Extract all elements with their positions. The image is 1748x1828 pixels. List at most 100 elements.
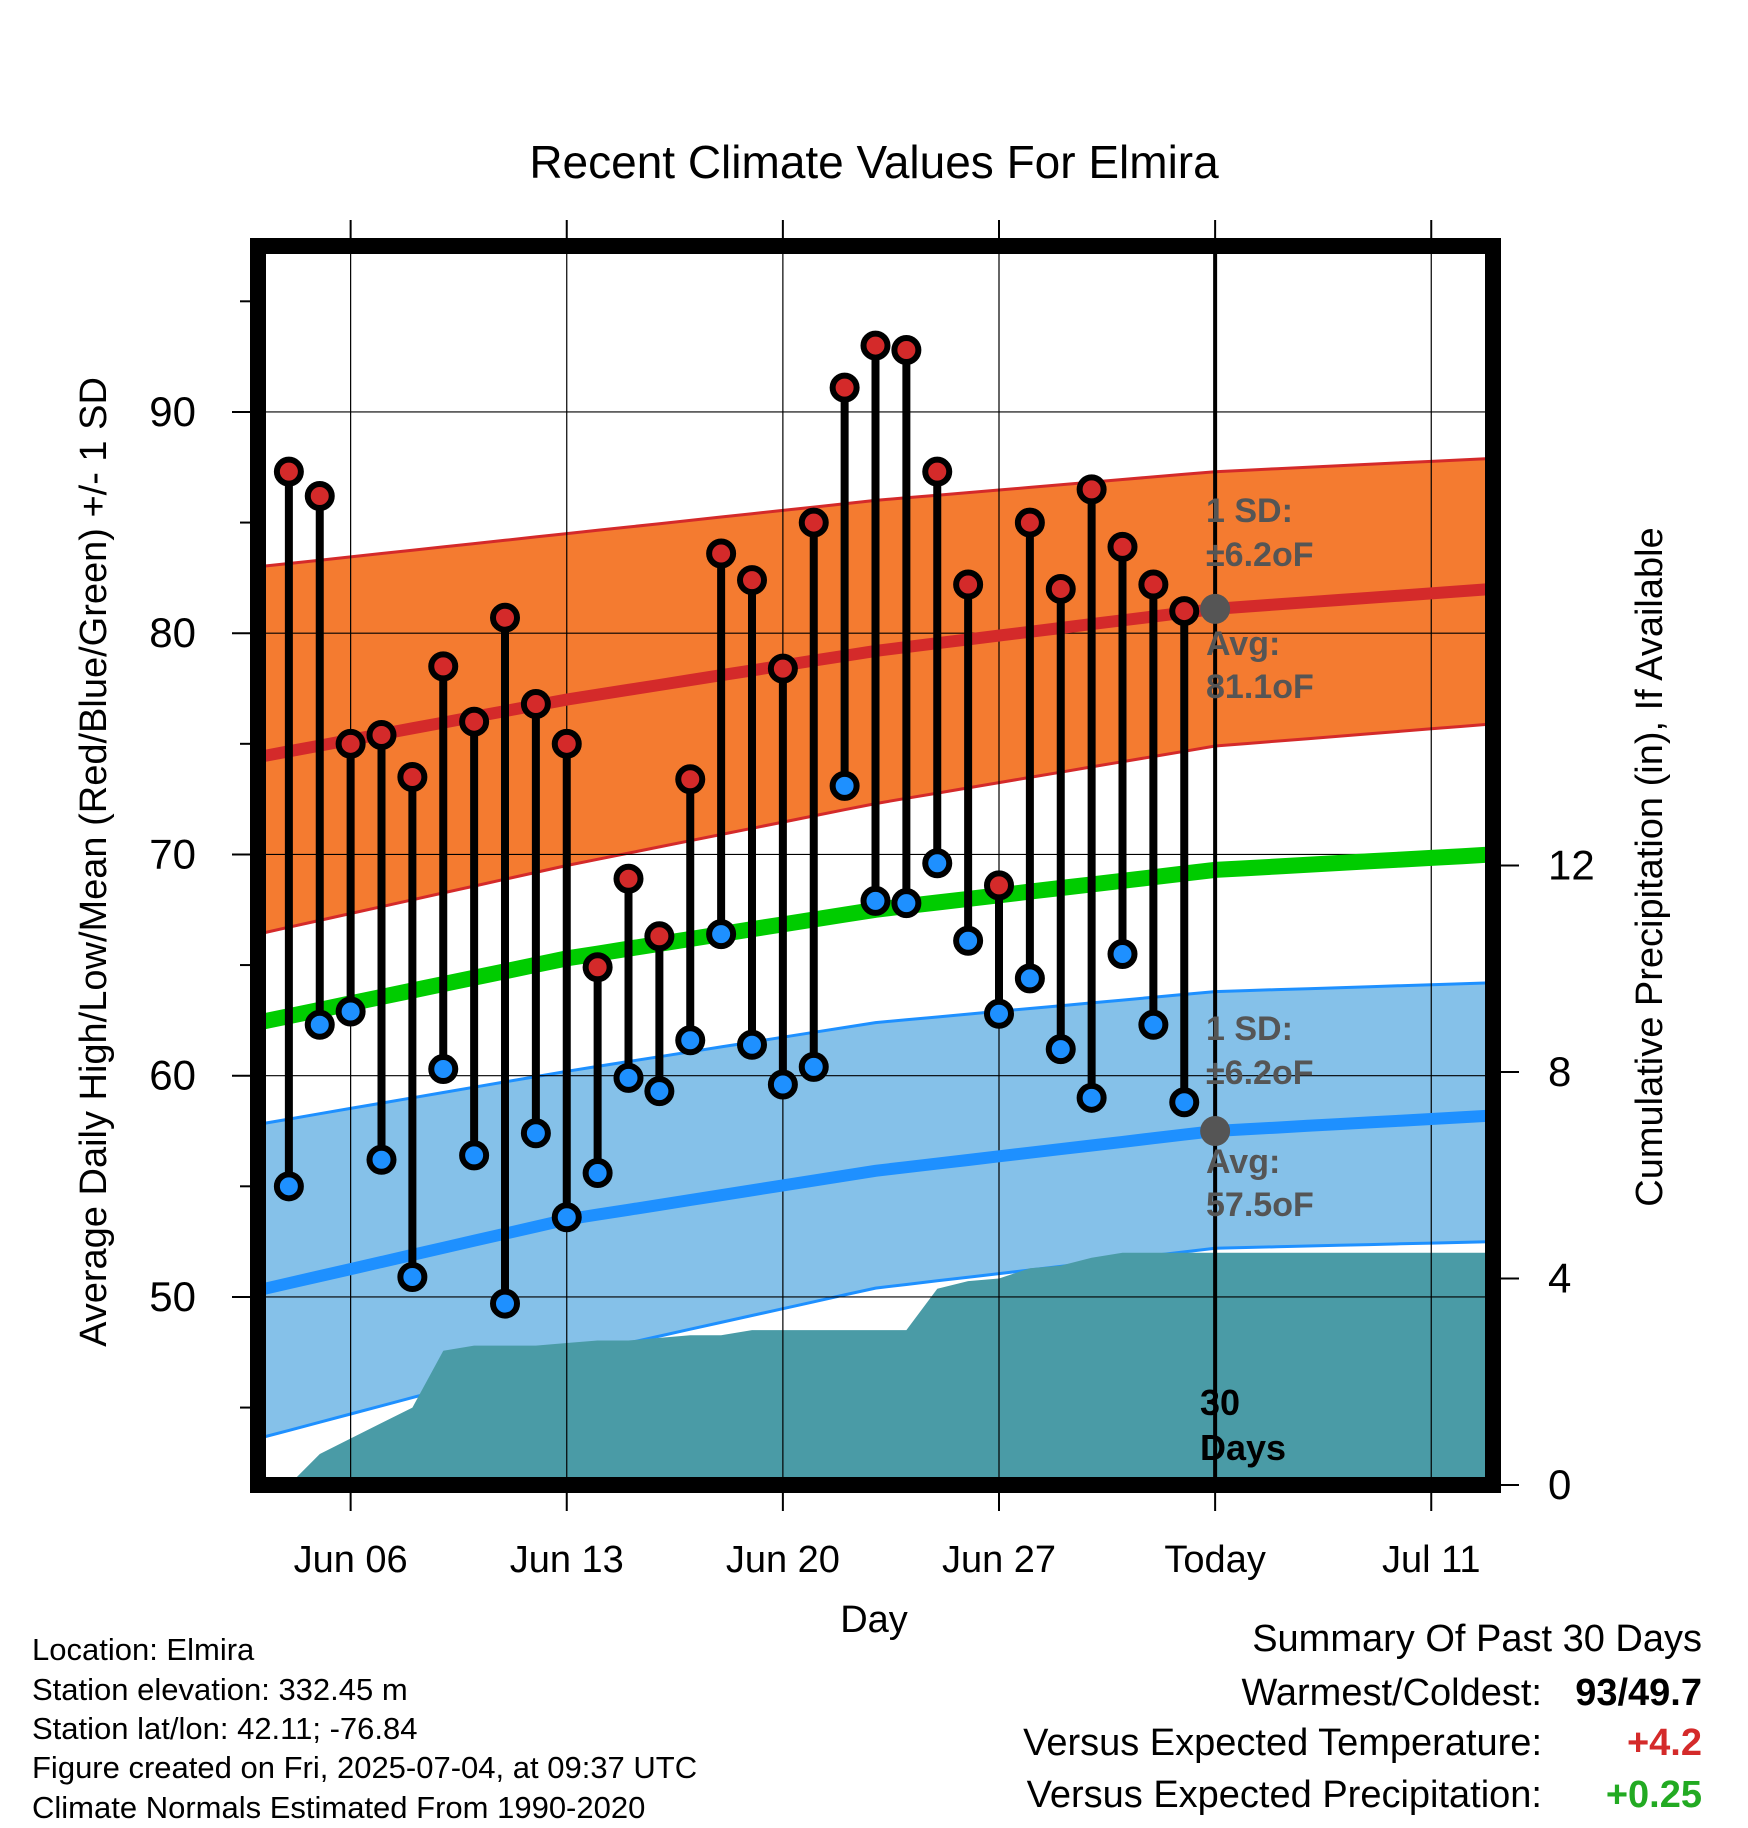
obs-high-point: [706, 538, 737, 569]
x-tick-label: Jun 27: [942, 1539, 1056, 1581]
obs-high-point: [984, 870, 1014, 901]
chart-title: Recent Climate Values For Elmira: [529, 136, 1219, 188]
y2-tick-label: 0: [1548, 1461, 1571, 1508]
obs-high-point: [1045, 573, 1076, 604]
x-axis-label: Day: [840, 1599, 908, 1641]
obs-high-point: [891, 334, 922, 365]
high-sd-value: ±6.2: [1206, 536, 1272, 574]
today-high-marker: [1200, 593, 1231, 624]
precip-area-layer: [288, 1252, 1493, 1485]
obs-high-point: [1076, 474, 1107, 505]
low-sd-upper-edge: [257, 981, 1494, 1126]
summary-temp-row: Versus Expected Temperature: +4.2: [1023, 1722, 1702, 1765]
obs-high-point: [644, 921, 675, 952]
obs-low-point: [1107, 939, 1138, 969]
obs-high-point: [922, 456, 953, 487]
obs-high-point: [459, 706, 490, 737]
obs-low-point: [1076, 1082, 1107, 1113]
summary-precip-label: Versus Expected Precipitation:: [1026, 1774, 1542, 1816]
obs-high-point: [675, 764, 706, 795]
summary-temp-label: Versus Expected Temperature:: [1023, 1722, 1542, 1764]
obs-low-point: [459, 1140, 490, 1171]
obs-high-point: [490, 602, 520, 633]
obs-low-point: [706, 919, 737, 950]
footer-location: Location: Elmira: [32, 1632, 255, 1667]
obs-low-point: [1169, 1087, 1200, 1118]
obs-low-point: [551, 1202, 582, 1233]
obs-low-point: [613, 1062, 644, 1093]
obs-high-point: [397, 762, 428, 792]
summary-precip-row: Versus Expected Precipitation: +0.25: [1027, 1774, 1702, 1817]
obs-high-point: [582, 952, 613, 983]
summary-warm-cold-row: Warmest/Coldest: 93/49.7: [1241, 1672, 1702, 1715]
footer-created: Figure created on Fri, 2025-07-04, at 09…: [32, 1750, 698, 1785]
obs-high-point: [613, 863, 644, 894]
obs-low-point: [1014, 963, 1045, 994]
obs-high-point: [335, 728, 366, 759]
obs-high-point: [1014, 507, 1045, 538]
days-label-1: 30: [1200, 1382, 1240, 1423]
y2-tick-label: 4: [1548, 1255, 1571, 1302]
summary-warm-cold-label: Warmest/Coldest:: [1241, 1672, 1542, 1714]
obs-high-point: [428, 651, 459, 682]
obs-high-point: [273, 456, 304, 487]
low-sd-label-1: 1 SD:: [1206, 1010, 1293, 1048]
obs-high-point: [520, 688, 551, 719]
series-avg-low: [256, 1109, 1494, 1297]
x-tick-label: Today: [1164, 1539, 1265, 1581]
obs-low-point: [1045, 1034, 1076, 1065]
high-avg-value: 81.1: [1206, 668, 1272, 706]
obs-low-point: [675, 1025, 706, 1056]
obs-low-point: [953, 925, 984, 956]
high-sd-label-1: 1 SD:: [1206, 492, 1293, 530]
obs-low-point: [737, 1029, 767, 1060]
footer-normals: Climate Normals Estimated From 1990-2020: [32, 1790, 646, 1825]
summary-temp-value: +4.2: [1626, 1722, 1702, 1764]
y2-tick-label: 12: [1548, 842, 1595, 889]
obs-high-point: [1138, 569, 1169, 600]
y-tick-label: 50: [149, 1273, 196, 1320]
obs-high-point: [1169, 596, 1200, 627]
days-label-2: Days: [1200, 1427, 1286, 1468]
plot-frame: [250, 238, 1501, 1493]
footer-latlon: Station lat/lon: 42.11; -76.84: [32, 1711, 418, 1746]
obs-low-point: [335, 996, 366, 1027]
obs-high-point: [1107, 531, 1138, 562]
obs-low-point: [767, 1069, 798, 1100]
x-tick-label: Jun 13: [510, 1539, 624, 1581]
obs-high-point: [953, 569, 984, 600]
y2-axis-label: Cumulative Precipitation (in), If Availa…: [1629, 527, 1671, 1206]
obs-low-point: [304, 1009, 335, 1040]
high-avg-label-2: 81.1oF: [1206, 668, 1314, 706]
obs-low-point: [922, 848, 953, 879]
obs-low-point: [582, 1158, 613, 1189]
axes: 50 60 70 80 90 0 4 8 12 Jun 06 Jun 13 Jun 20 Jun 27 T…: [149, 220, 1595, 1581]
obs-low-point: [798, 1051, 829, 1082]
x-tick-label: Jul 11: [1382, 1539, 1481, 1581]
obs-low-point: [644, 1076, 675, 1107]
obs-high-point: [767, 653, 798, 684]
plot-border: [250, 238, 1501, 1493]
obs-high-point: [798, 507, 829, 538]
low-avg-value: 57.5: [1206, 1186, 1272, 1224]
obs-high-point: [737, 565, 767, 596]
low-avg-label-2: 57.5oF: [1206, 1186, 1314, 1224]
x-tick-label: Jun 20: [726, 1539, 840, 1581]
low-avg-label-1: Avg:: [1206, 1143, 1280, 1181]
high-sd-unit: oF: [1272, 536, 1314, 574]
low-sd-unit: oF: [1272, 1054, 1314, 1092]
obs-high-point: [366, 719, 397, 750]
obs-low-point: [273, 1171, 304, 1202]
y-tick-label: 70: [149, 830, 196, 877]
low-sd-value: ±6.2: [1206, 1054, 1272, 1092]
obs-low-point: [891, 888, 922, 919]
annotations: 1 SD: ±6.2oF Avg: 81.1oF 1 SD: ±6.2oF Av…: [1200, 492, 1314, 1468]
daily-observations: [273, 330, 1200, 1319]
y-tick-label: 90: [149, 388, 196, 435]
obs-high-point: [829, 372, 860, 403]
high-avg-label-1: Avg:: [1206, 625, 1280, 663]
y-tick-label: 80: [149, 609, 196, 656]
precip-cumulative-area: [288, 1252, 1493, 1485]
obs-low-point: [397, 1262, 428, 1293]
